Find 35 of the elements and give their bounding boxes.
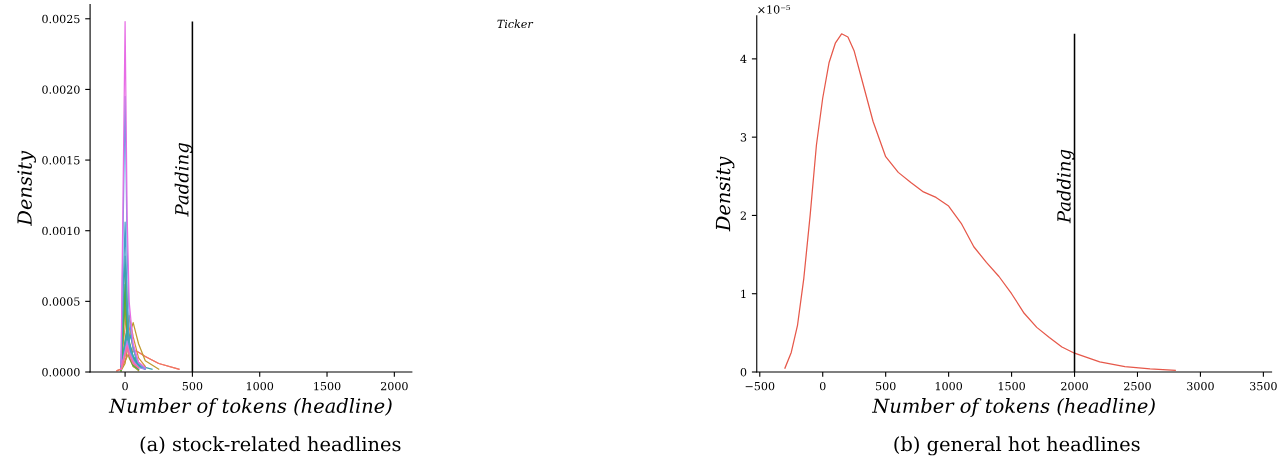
text: (a) stock-related headlines <box>140 436 401 455</box>
ref-line-label: Padding <box>1056 149 1075 224</box>
text: ×10⁻⁵ <box>758 5 791 14</box>
x-tick-label: 1000 <box>935 381 963 391</box>
x-axis-title: Number of tokens (headline) <box>871 398 1155 417</box>
x-tick-label: 0 <box>122 381 128 391</box>
y-axis-title: Density <box>715 156 735 232</box>
y-tick-label: 0.0010 <box>42 226 80 236</box>
y-tick-label: 0.0005 <box>42 297 80 306</box>
x-tick-label: 0 <box>819 381 826 391</box>
y-tick-label: 3 <box>740 133 747 142</box>
y-tick-label: 0.0015 <box>42 156 80 165</box>
x-axis-title: Number of tokens (headline) <box>108 398 392 417</box>
y-tick-label: 0 <box>740 367 747 377</box>
x-tick-label: 2000 <box>380 381 408 391</box>
y-tick-label: 0.0000 <box>42 367 80 377</box>
x-tick-label: 1500 <box>314 381 341 391</box>
y-tick-label: 1 <box>741 289 746 298</box>
y-tick-label: 0.0020 <box>42 85 80 94</box>
x-tick-label: 1000 <box>246 381 274 391</box>
x-tick-label: 2000 <box>1061 381 1088 391</box>
text: (b) general hot headlines <box>894 436 1140 456</box>
x-tick-label: 3000 <box>1187 381 1214 391</box>
x-tick-label: 500 <box>876 381 896 391</box>
x-tick-label: −500 <box>745 381 775 391</box>
x-tick-label: 1500 <box>998 381 1025 391</box>
legend-title: Ticker <box>497 19 534 29</box>
x-tick-label: 500 <box>182 381 203 391</box>
x-tick-label: 2500 <box>1124 381 1151 391</box>
y-tick-label: 2 <box>740 211 746 220</box>
y-axis-title: Density <box>17 150 36 226</box>
y-tick-label: 4 <box>740 54 747 64</box>
x-tick-label: 3500 <box>1250 381 1277 391</box>
y-tick-label: 0.0025 <box>42 14 80 24</box>
ref-line-label: Padding <box>174 142 193 217</box>
